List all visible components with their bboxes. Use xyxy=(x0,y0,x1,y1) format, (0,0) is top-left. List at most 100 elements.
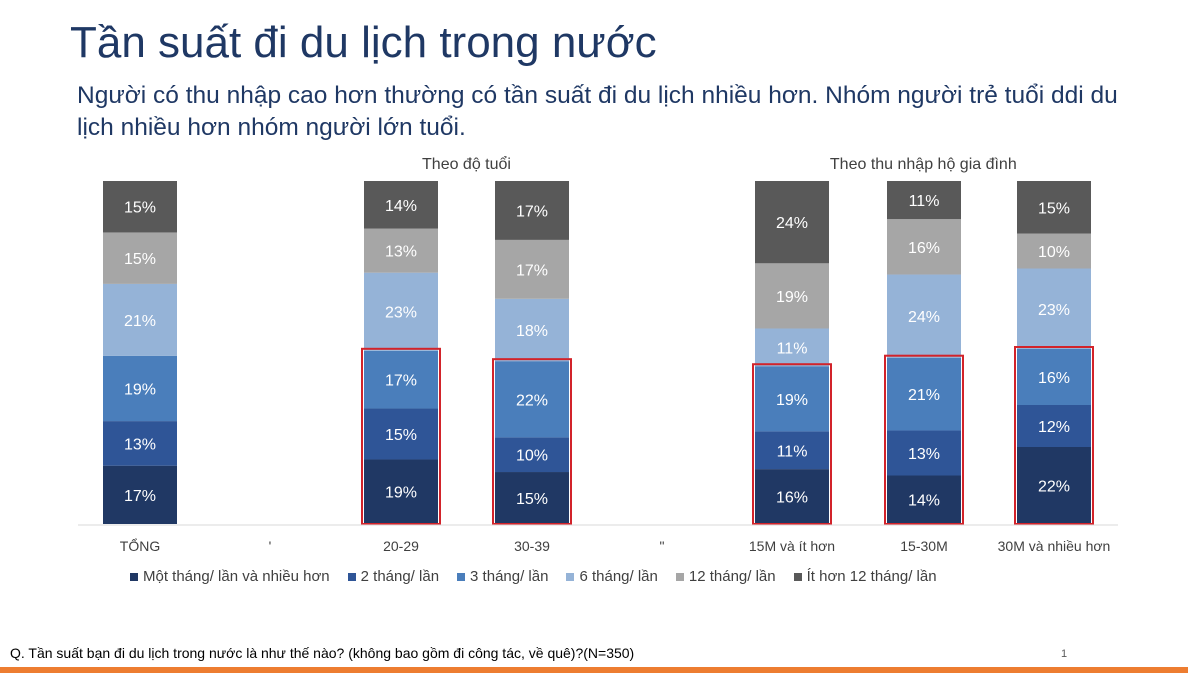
data-label: 22% xyxy=(516,392,548,409)
data-label: 21% xyxy=(124,313,156,330)
legend-label: Ít hơn 12 tháng/ lần xyxy=(806,568,937,585)
data-label: 13% xyxy=(124,436,156,453)
bar-segment xyxy=(364,228,438,273)
legend-label: Một tháng/ lần và nhiều hơn xyxy=(143,568,330,585)
highlight-box xyxy=(492,358,572,525)
bar-segment xyxy=(887,181,961,220)
bar-segment xyxy=(364,272,438,351)
bar-segment xyxy=(1017,447,1091,524)
legend-label: 3 tháng/ lần xyxy=(470,568,549,585)
data-label: 22% xyxy=(1038,479,1070,496)
bar-segment xyxy=(755,263,829,329)
bar-segment xyxy=(755,431,829,470)
data-label: 21% xyxy=(908,387,940,404)
bar-segment xyxy=(103,181,177,233)
data-label: 15% xyxy=(124,200,156,217)
bar-segment xyxy=(364,181,438,229)
data-label: 19% xyxy=(776,289,808,306)
legend-item: Ít hơn 12 tháng/ lần xyxy=(793,568,937,585)
x-tick-label: ' xyxy=(269,538,272,554)
data-label: 11% xyxy=(777,340,808,357)
legend-label: 12 tháng/ lần xyxy=(688,568,776,585)
x-tick-label: " xyxy=(660,538,665,554)
bar-segment xyxy=(495,472,569,524)
data-label: 15% xyxy=(516,491,548,508)
data-label: 19% xyxy=(124,382,156,399)
highlight-box xyxy=(361,347,441,525)
legend-swatch xyxy=(347,572,356,581)
chart-legend: Một tháng/ lần và nhiều hơn 2 tháng/ lần 3… xyxy=(130,568,937,585)
bar-segment xyxy=(1017,181,1091,234)
legend-label: 2 tháng/ lần xyxy=(360,568,440,585)
bar-segment xyxy=(887,430,961,476)
data-label: 10% xyxy=(516,448,548,465)
bar-segment xyxy=(103,355,177,422)
legend-item: 3 tháng/ lần xyxy=(457,568,548,585)
bar-segment xyxy=(495,361,569,438)
data-label: 24% xyxy=(776,215,808,232)
bar-segment xyxy=(755,366,829,432)
slide-subtitle: Người có thu nhập cao hơn thường có tần … xyxy=(77,82,1118,141)
bar-segment xyxy=(495,437,569,473)
data-label: 16% xyxy=(776,490,808,507)
bar-segment xyxy=(364,459,438,524)
data-label: 13% xyxy=(908,446,940,463)
question-footnote: Q. Tần suất bạn đi du lịch trong nước là… xyxy=(10,645,635,661)
x-tick-label: 15-30M xyxy=(900,538,947,554)
group-label: Theo độ tuổi xyxy=(422,155,511,173)
stacked-bar-chart: 17% 13% 19% 21% 15% 15% TỔNG ' 19% 15% 17% 23% 13% 14… xyxy=(78,155,1118,554)
bar-segment xyxy=(495,298,569,362)
data-label: 11% xyxy=(777,443,808,460)
page-number: 1 xyxy=(1061,648,1068,660)
data-label: 14% xyxy=(385,198,417,215)
bar-segment xyxy=(103,421,177,466)
legend-swatch xyxy=(566,572,575,581)
bar-segment xyxy=(1017,233,1091,269)
legend-item: Một tháng/ lần và nhiều hơn xyxy=(130,568,330,585)
bar-segment xyxy=(755,469,829,524)
x-tick-label: 30M và nhiều hơn xyxy=(998,538,1111,554)
slide-title: Tần suất đi du lịch trong nước xyxy=(70,18,657,67)
bar-segment xyxy=(1017,405,1091,447)
legend-item: 6 tháng/ lần xyxy=(566,568,658,585)
legend-swatch xyxy=(457,572,466,581)
data-label: 19% xyxy=(776,392,808,409)
data-label: 10% xyxy=(1038,244,1070,261)
bar-segment xyxy=(364,350,438,409)
legend-swatch xyxy=(130,572,138,581)
data-label: 23% xyxy=(385,305,417,322)
data-label: 23% xyxy=(1038,302,1070,319)
x-tick-label: 15M và ít hơn xyxy=(749,538,835,554)
bar-segment xyxy=(887,274,961,358)
bar-segment xyxy=(1017,349,1091,405)
group-label: Theo thu nhập hộ gia đình xyxy=(830,156,1017,173)
data-label: 11% xyxy=(909,193,940,210)
data-label: 17% xyxy=(516,203,548,220)
bar-segment xyxy=(495,239,569,299)
data-label: 14% xyxy=(908,493,940,510)
data-label: 13% xyxy=(385,244,417,261)
data-label: 17% xyxy=(516,262,548,279)
data-label: 24% xyxy=(908,309,940,326)
data-label: 19% xyxy=(385,485,417,502)
legend-swatch xyxy=(675,572,684,581)
data-label: 17% xyxy=(124,488,156,505)
bar-segment xyxy=(887,475,961,524)
legend-swatch xyxy=(793,572,802,581)
accent-bottom-bar xyxy=(0,667,1188,673)
bar-segment xyxy=(103,465,177,524)
data-label: 17% xyxy=(385,373,417,390)
bar-segment xyxy=(755,328,829,367)
bar-segment xyxy=(887,219,961,275)
data-label: 16% xyxy=(908,240,940,257)
bar-segment xyxy=(1017,268,1091,349)
bar-segment xyxy=(887,357,961,431)
data-label: 16% xyxy=(1038,370,1070,387)
data-label: 15% xyxy=(1038,200,1070,217)
highlight-box xyxy=(884,354,964,525)
bar-segment xyxy=(495,181,569,240)
x-tick-label: TỔNG xyxy=(120,537,160,554)
legend-item: 12 tháng/ lần xyxy=(675,568,776,585)
bar-segment xyxy=(364,408,438,460)
legend-item: 2 tháng/ lần xyxy=(347,568,440,585)
